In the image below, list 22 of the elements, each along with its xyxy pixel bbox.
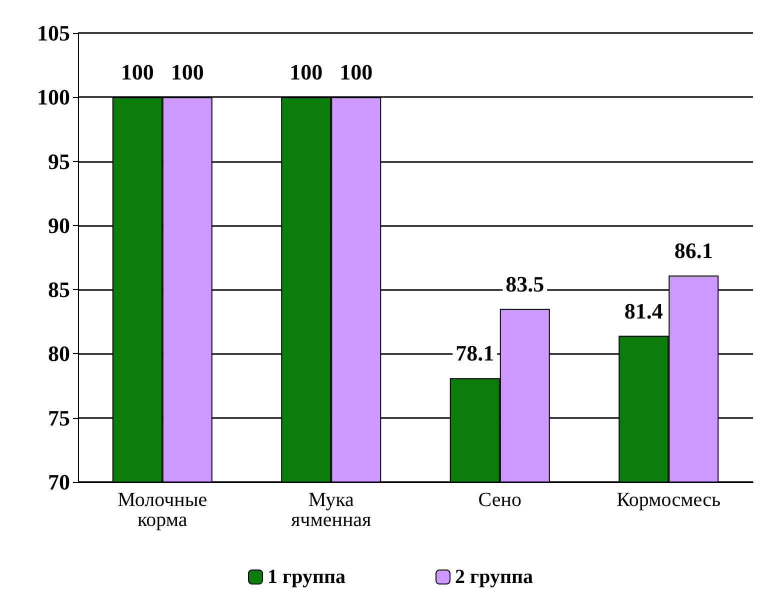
- y-tick-label: 105: [37, 20, 70, 46]
- y-tick-label: 85: [48, 277, 70, 302]
- x-tick-label: Сено: [478, 489, 522, 511]
- x-tick-label: Мука ячменная: [290, 489, 372, 531]
- y-tick-label: 95: [48, 148, 70, 174]
- x-tick-label: Молочные корма: [118, 489, 208, 531]
- data-label: 81.4: [624, 298, 663, 324]
- data-label: 78.1: [456, 340, 494, 366]
- x-tick-label: Кормосмесь: [616, 489, 721, 511]
- y-tick-label: 70: [48, 470, 70, 494]
- y-tick-label: 90: [48, 212, 70, 238]
- data-label: 100: [340, 60, 373, 85]
- data-label: 100: [170, 60, 204, 85]
- y-tick-label: 75: [48, 405, 70, 430]
- data-label: 100: [120, 60, 154, 85]
- y-tick-label: 80: [48, 341, 70, 366]
- data-label: 86.1: [674, 238, 713, 263]
- data-label: 100: [290, 60, 323, 85]
- data-label: 83.5: [506, 271, 544, 296]
- legend-label: 2 группа: [455, 566, 533, 588]
- legend-label: 1 группа: [268, 566, 346, 588]
- y-tick-label: 100: [37, 84, 70, 110]
